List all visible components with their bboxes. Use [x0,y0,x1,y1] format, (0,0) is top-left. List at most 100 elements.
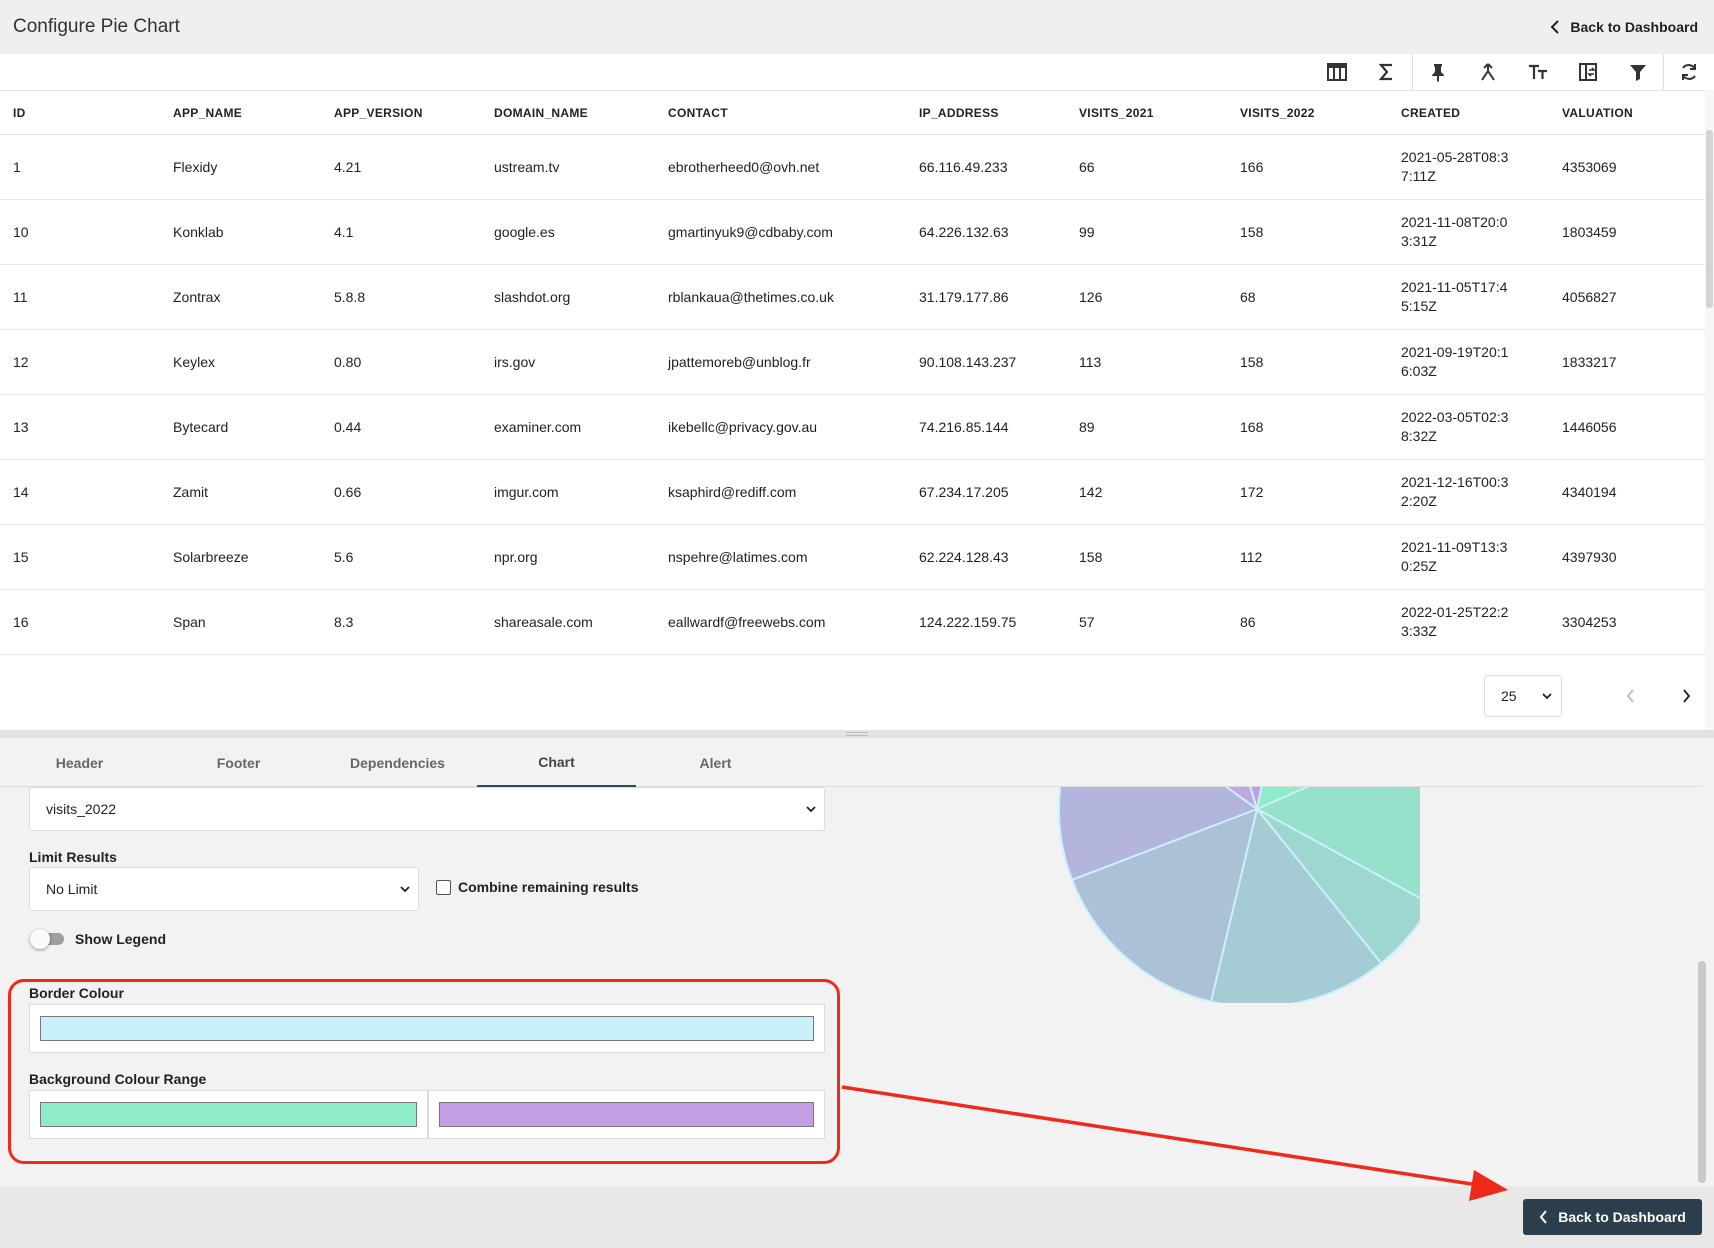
table-row[interactable]: 13 Bytecard 0.44 examiner.com ikebellc@priva… [0,394,1705,460]
table-scroll-thumb[interactable] [1706,130,1713,308]
table-cell: 99 [1066,199,1227,265]
previous-page-button[interactable] [1602,675,1658,717]
tab-alert[interactable]: Alert [699,754,732,771]
filter-icon[interactable] [1613,54,1663,90]
table-row[interactable]: 1 Flexidy 4.21 ustream.tv ebrotherheed0@ovh.… [0,134,1705,200]
column-header-app-name[interactable]: APP_NAME [160,90,321,135]
table-icon[interactable] [1312,54,1362,90]
pie-slice[interactable] [1070,807,1259,1003]
table-cell: 2022-03-05T02:38:32Z [1388,394,1549,460]
toolbar-divider [1412,54,1413,90]
column-header-visits-2022[interactable]: VISITS_2022 [1227,90,1388,135]
table-cell: 2022-01-25T22:23:33Z [1388,589,1549,655]
tab-header[interactable]: Header [55,754,104,771]
resize-splitter[interactable] [0,730,1714,738]
table-row[interactable]: 11 Zontrax 5.8.8 slashdot.org rblankaua@thet… [0,264,1705,330]
pie-slice[interactable] [1209,806,1383,1003]
table-cell: 126 [1066,264,1227,330]
pie-slice[interactable] [1199,787,1296,810]
table-cell: 1446056 [1549,394,1705,460]
table-cell: Solarbreeze [160,524,321,590]
table-cell: 4.21 [321,134,481,200]
pin-icon[interactable] [1413,54,1463,90]
table-cell: rblankaua@thetimes.co.uk [655,264,906,330]
toggle-switch[interactable] [30,929,66,949]
background-end-colour-picker[interactable] [428,1090,825,1139]
table-cell: ksaphird@rediff.com [655,459,906,525]
back-to-dashboard-button[interactable]: Back to Dashboard [1523,1199,1702,1235]
table-cell: 5.8.8 [321,264,481,330]
table-cell: 3304253 [1549,589,1705,655]
table-cell: 158 [1227,329,1388,395]
table-cell: 2021-09-19T20:16:03Z [1388,329,1549,395]
table-cell: 172 [1227,459,1388,525]
background-start-colour-picker[interactable] [29,1090,428,1139]
checkbox-box[interactable] [436,879,451,895]
column-header-valuation[interactable]: VALUATION [1549,90,1705,135]
merge-icon[interactable] [1463,54,1513,90]
border-colour-swatch[interactable] [40,1016,814,1041]
column-header-domain-name[interactable]: DOMAIN_NAME [481,90,655,135]
column-header-visits-2021[interactable]: VISITS_2021 [1066,90,1227,135]
tab-footer[interactable]: Footer [216,754,261,771]
table-cell: Span [160,589,321,655]
table-cell: 0.44 [321,394,481,460]
background-end-swatch[interactable] [439,1102,814,1127]
table-cell: 166 [1227,134,1388,200]
next-page-button[interactable] [1658,675,1714,717]
border-colour-picker[interactable] [29,1004,825,1053]
chevron-right-icon [1682,689,1690,703]
table-cell: 64.226.132.63 [906,199,1066,265]
table-cell: 112 [1227,524,1388,590]
table-cell: 12 [0,329,160,395]
background-start-swatch[interactable] [40,1102,417,1127]
table-cell: 4.1 [321,199,481,265]
table-cell: 142 [1066,459,1227,525]
limit-results-select[interactable]: No Limit [29,867,419,911]
back-to-dashboard-link[interactable]: Back to Dashboard [1550,19,1701,35]
table-cell: Zamit [160,459,321,525]
table-cell: google.es [481,199,655,265]
table-scrollbar[interactable] [1705,90,1714,730]
page-size-select[interactable]: 25 [1484,675,1562,717]
config-scrollbar[interactable] [1698,961,1706,1183]
table-row[interactable]: 16 Span 8.3 shareasale.com eallwardf@freeweb… [0,589,1705,655]
table-cell: Keylex [160,329,321,395]
data-table-panel: ID APP_NAME APP_VERSION DOMAIN_NAME CONT… [0,54,1714,730]
column-header-created[interactable]: CREATED [1388,90,1549,135]
table-cell: 62.224.128.43 [906,524,1066,590]
table-cell: 2021-05-28T08:37:11Z [1388,134,1549,200]
pie-slice[interactable] [1058,787,1260,882]
page-size-value: 25 [1501,688,1517,704]
data-table: ID APP_NAME APP_VERSION DOMAIN_NAME CONT… [0,90,1705,655]
table-cell: ebrotherheed0@ovh.net [655,134,906,200]
table-cell: shareasale.com [481,589,655,655]
back-to-dashboard-button-label: Back to Dashboard [1558,1209,1686,1225]
text-size-icon[interactable] [1513,54,1563,90]
table-row[interactable]: 15 Solarbreeze 5.6 npr.org nspehre@latimes.c… [0,524,1705,590]
column-header-ip-address[interactable]: IP_ADDRESS [906,90,1066,135]
swap-columns-icon[interactable] [1563,54,1613,90]
table-row[interactable]: 10 Konklab 4.1 google.es gmartinyuk9@cdbaby.… [0,199,1705,265]
sigma-icon[interactable] [1362,54,1412,90]
pie-slice[interactable] [1254,787,1420,904]
show-legend-toggle[interactable]: Show Legend [30,929,166,949]
pie-slice[interactable] [1097,787,1259,812]
value-field-select[interactable]: visits_2022 [29,787,825,831]
config-tabs: Header Footer Dependencies Chart Alert [0,738,1702,787]
refresh-icon[interactable] [1664,54,1714,90]
table-cell: 67.234.17.205 [906,459,1066,525]
tab-chart[interactable]: Chart [477,738,636,787]
splitter-grip[interactable] [846,732,868,736]
pie-slice[interactable] [1255,787,1420,811]
toolbar-divider [1663,54,1664,90]
column-header-app-version[interactable]: APP_VERSION [321,90,481,135]
table-row[interactable]: 12 Keylex 0.80 irs.gov jpattemoreb@unblog.fr… [0,329,1705,395]
column-header-contact[interactable]: CONTACT [655,90,906,135]
table-row[interactable]: 14 Zamit 0.66 imgur.com ksaphird@rediff.com 6… [0,459,1705,525]
table-cell: 4340194 [1549,459,1705,525]
table-cell: slashdot.org [481,264,655,330]
combine-remaining-checkbox[interactable]: Combine remaining results [436,879,638,895]
column-header-id[interactable]: ID [0,90,160,135]
tab-dependencies[interactable]: Dependencies [350,754,445,771]
